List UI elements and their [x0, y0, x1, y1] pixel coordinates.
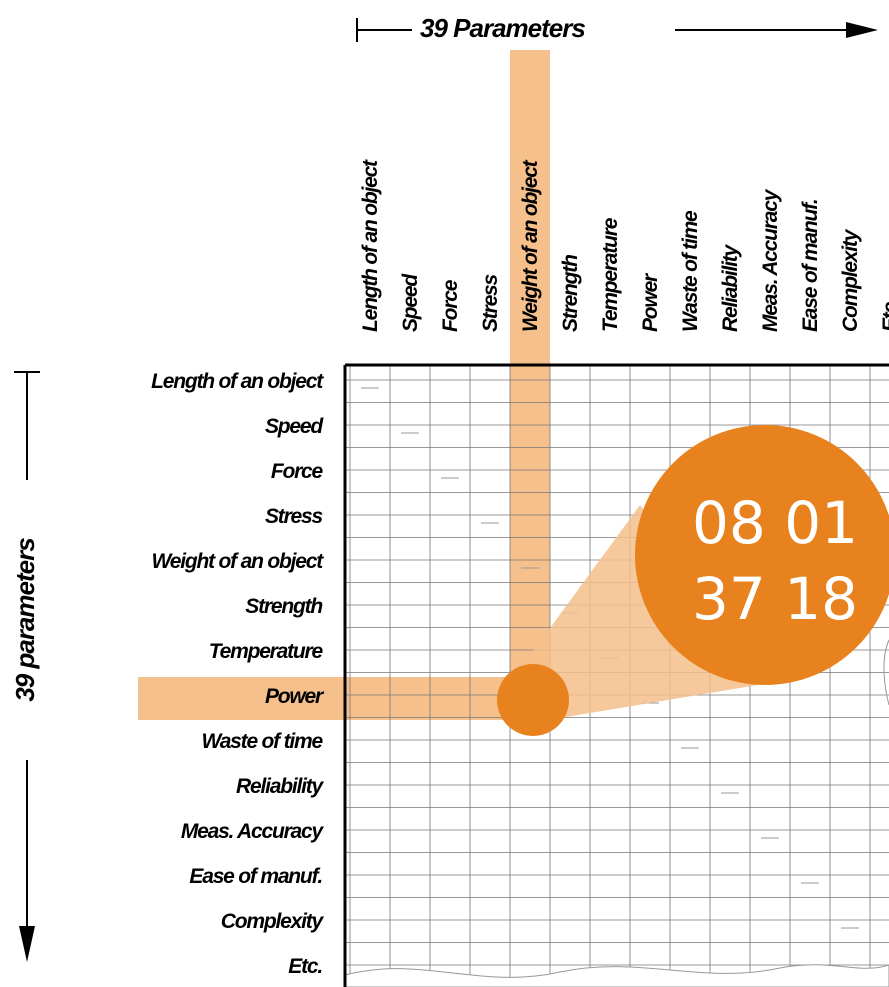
arrow-head: [19, 926, 35, 962]
column-label: Length of an object: [359, 159, 382, 332]
row-label: Ease of manuf.: [189, 865, 322, 888]
top-title: 39 Parameters: [420, 13, 585, 43]
column-label: Strength: [559, 255, 582, 332]
row-label: Complexity: [221, 910, 325, 933]
column-label: Waste of time: [679, 210, 702, 332]
torn-edge: [344, 964, 889, 987]
intersection-dot: [497, 664, 569, 736]
column-label: Complexity: [839, 228, 862, 332]
arrow-head: [846, 22, 878, 38]
row-label: Power: [265, 685, 325, 708]
column-label: Ease of manuf.: [799, 199, 822, 332]
column-label: Power: [639, 272, 662, 332]
column-label: Force: [439, 279, 462, 332]
row-label: Length of an object: [151, 370, 324, 393]
callout-circle: [635, 425, 889, 685]
row-label: Stress: [265, 505, 323, 528]
column-label: Speed: [399, 273, 422, 332]
column-label: Weight of an object: [519, 159, 542, 332]
row-label: Weight of an object: [152, 550, 325, 573]
row-label: Etc.: [288, 955, 322, 978]
callout-line: 37 18: [692, 565, 858, 633]
row-label: Meas. Accuracy: [181, 820, 325, 843]
row-label: Reliability: [236, 775, 325, 798]
column-highlight: [510, 50, 550, 720]
row-label: Force: [271, 460, 324, 483]
row-highlight: [138, 677, 538, 720]
callout-line: 08 01: [692, 489, 858, 557]
column-label: Etc.: [879, 298, 889, 332]
column-label: Reliability: [719, 243, 742, 332]
row-label: Temperature: [209, 640, 324, 663]
side-title: 39 parameters: [10, 538, 40, 702]
row-label: Waste of time: [201, 730, 323, 753]
row-label: Strength: [245, 595, 322, 618]
column-label: Stress: [479, 274, 502, 332]
column-label: Temperature: [599, 217, 622, 332]
column-label: Meas. Accuracy: [759, 188, 782, 332]
row-label: Speed: [265, 415, 324, 438]
torn-edge-right: [883, 639, 889, 706]
